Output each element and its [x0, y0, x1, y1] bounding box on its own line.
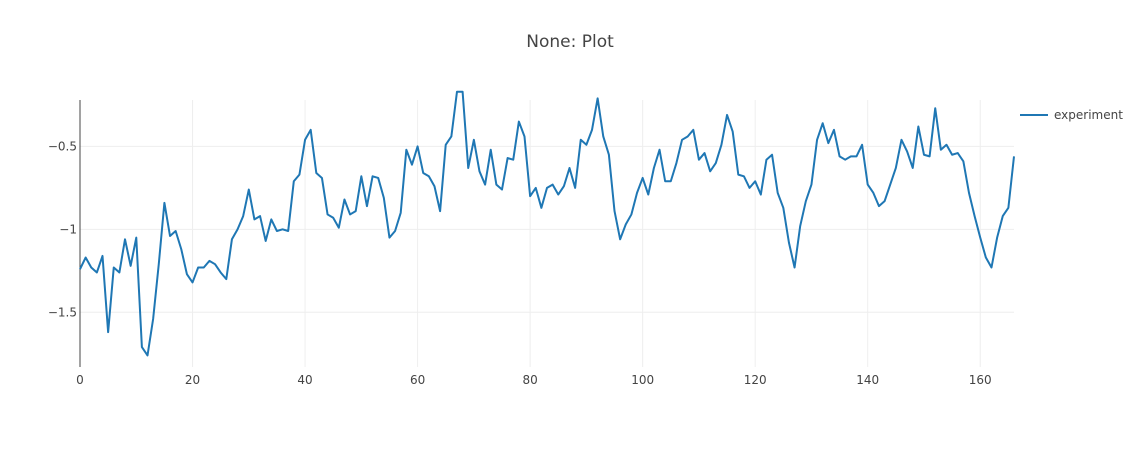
x-tick-label: 100 — [631, 373, 654, 387]
legend[interactable]: experiment — [1020, 108, 1123, 122]
y-tick-label: −1 — [59, 222, 77, 236]
x-tick-label: 20 — [185, 373, 200, 387]
x-tick-label: 40 — [297, 373, 312, 387]
chart-title: None: Plot — [526, 32, 614, 52]
x-tick-label: 0 — [76, 373, 84, 387]
series-layer — [79, 90, 1015, 357]
x-tick-label: 80 — [522, 373, 537, 387]
x-tick-label: 120 — [744, 373, 767, 387]
x-tick-label: 140 — [856, 373, 879, 387]
series-line-experiment — [79, 90, 1015, 357]
x-tick-label: 160 — [969, 373, 992, 387]
x-tick-label: 60 — [410, 373, 425, 387]
axes: 0 20 40 60 80 100 120 140 160 −0.5 −1 −1.5 — [48, 100, 992, 387]
y-tick-label: −1.5 — [48, 305, 77, 319]
y-tick-label: −0.5 — [48, 139, 77, 153]
legend-label: experiment — [1054, 108, 1123, 122]
grid-lines — [80, 100, 1014, 367]
